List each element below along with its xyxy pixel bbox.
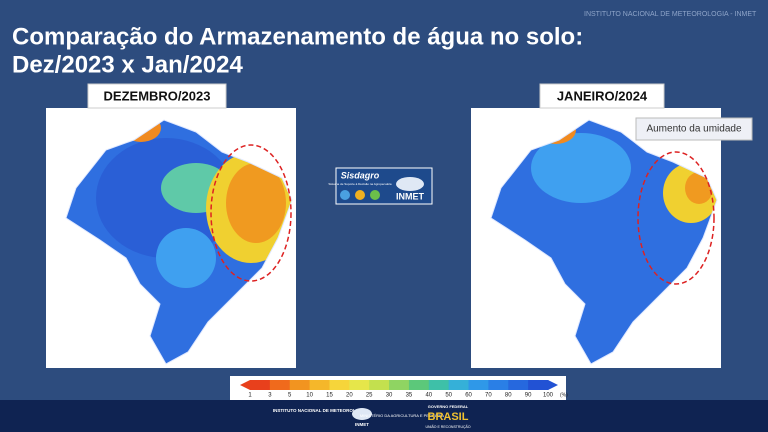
- colorbar-segment: [289, 380, 311, 390]
- colorbar-segment: [369, 380, 390, 390]
- title: Dez/2023 x Jan/2024: [12, 51, 243, 78]
- colorbar-segment: [528, 380, 549, 390]
- legend-tick: 10: [306, 393, 313, 399]
- legend-tick: 25: [366, 393, 373, 399]
- legend-tick: 1: [248, 393, 252, 399]
- colorbar-segment: [349, 380, 370, 390]
- watermark: INSTITUTO NACIONAL DE METEOROLOGIA - INM…: [584, 11, 757, 18]
- legend-tick: 60: [465, 393, 472, 399]
- legend-tick: 40: [425, 393, 432, 399]
- colorbar-tip: [548, 380, 558, 390]
- legend-tick: 100: [543, 393, 554, 399]
- icon: [370, 190, 380, 200]
- legend-tick: 35: [406, 393, 413, 399]
- icon: [352, 408, 372, 420]
- colorbar-tip: [240, 380, 250, 390]
- footer: [0, 400, 768, 432]
- map-label-box: [87, 83, 227, 109]
- logo-brand: INMET: [396, 191, 425, 201]
- colorbar-segment: [389, 380, 410, 390]
- annotation: Aumento da umidade: [646, 124, 742, 135]
- legend-tick: 70: [485, 393, 492, 399]
- footer-text: INMET: [355, 422, 369, 427]
- footer-text: MINISTÉRIO DA AGRICULTURA E PECUÁRIA: [360, 413, 444, 418]
- legend-tick: 3: [268, 393, 272, 399]
- footer-text: GOVERNO FEDERAL: [428, 404, 469, 409]
- footer-text: INSTITUTO NACIONAL DE METEOROLOGIA: [273, 408, 368, 413]
- legend-tick: 80: [505, 393, 512, 399]
- title: Comparação do Armazenamento de água no s…: [12, 23, 583, 50]
- map-label: DEZEMBRO/2023: [104, 88, 211, 103]
- icon: [340, 190, 350, 200]
- map-label-box: [539, 83, 665, 109]
- colorbar-segment: [448, 380, 470, 390]
- logo-name: Sisdagro: [341, 170, 380, 180]
- colorbar-segment: [508, 380, 529, 390]
- colorbar-segment: [250, 380, 271, 390]
- legend-tick: 15: [326, 393, 333, 399]
- legend-unit: (%): [560, 392, 568, 398]
- logo-subtitle: Sistema de Suporte à Decisão na Agropecu…: [328, 182, 392, 186]
- footer-text: BRASIL: [428, 411, 469, 423]
- colorbar-segment: [488, 380, 509, 390]
- colorbar-segment: [309, 380, 330, 390]
- legend-tick: 90: [525, 393, 532, 399]
- footer-text: UNIÃO E RECONSTRUÇÃO: [425, 424, 470, 429]
- colorbar-segment: [428, 380, 450, 390]
- icon: [355, 190, 365, 200]
- legend-tick: 50: [445, 393, 452, 399]
- legend: 1 3 5 10 15 20 25 30 35 40 50 60 70 80 90 100 (%): [240, 380, 568, 399]
- annotation-box: [635, 117, 753, 141]
- legend-tick: 20: [346, 393, 353, 399]
- legend-tick: 30: [386, 393, 393, 399]
- map-label: JANEIRO/2024: [557, 88, 648, 103]
- colorbar-segment: [269, 380, 291, 390]
- colorbar-segment: [468, 380, 489, 390]
- colorbar-segment: [329, 380, 350, 390]
- icon: [396, 177, 424, 191]
- colorbar-segment: [408, 380, 430, 390]
- legend-tick: 5: [288, 393, 292, 399]
